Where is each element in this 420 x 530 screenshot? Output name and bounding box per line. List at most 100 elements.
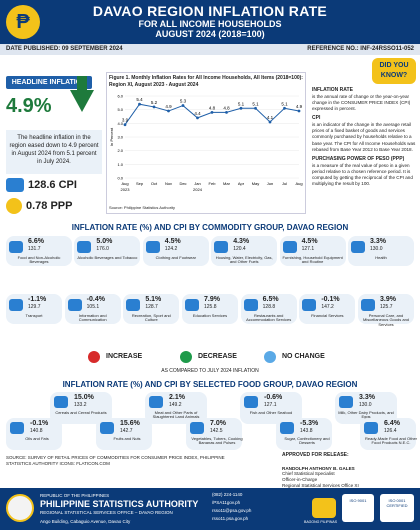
x-tick-label: Sep (136, 181, 144, 186)
approver-position: Chief Statistical Specialist (282, 471, 335, 477)
food-icon (54, 396, 68, 408)
headline-text: The headline inflation in the region eas… (6, 130, 102, 174)
food-cpi: 140.8 (30, 428, 43, 434)
page-title: DAVAO REGION INFLATION RATE (92, 3, 328, 19)
iso-badge-1: ISO 9001 (342, 494, 374, 522)
commodity-icon (214, 241, 229, 253)
food-icon (280, 422, 294, 434)
commodity-rate: -0.1% (321, 296, 340, 303)
commodity-icon (9, 241, 23, 253)
food-rate: 7.0% (210, 420, 226, 427)
x-tick-label: Apr (238, 181, 245, 186)
commodity-icon (77, 241, 92, 253)
food-label: Fruits and Nuts (113, 436, 141, 441)
commodity-label: Financial Services (311, 313, 344, 318)
commodity-card: 3.3% 130.0 Health (348, 236, 414, 266)
footer-psa: PHILIPPINE STATISTICS AUTHORITY (40, 499, 199, 509)
peso-logo-icon: ₱ (6, 5, 40, 39)
commodity-label: Transport (25, 313, 43, 318)
food-rate: -0.1% (30, 420, 49, 427)
contact-phone[interactable]: (082) 224-1140 (212, 492, 243, 497)
commodity-cpi: 147.2 (321, 304, 334, 310)
commodity-cpi: 127.1 (301, 246, 315, 252)
x-tick-label: Aug (121, 181, 128, 186)
commodity-icon (67, 299, 82, 311)
food-rate: 15.0% (74, 394, 94, 401)
footer-republic: REPUBLIC OF THE PHILIPPINES (40, 493, 110, 498)
food-title: INFLATION RATE (%) AND CPI BY SELECTED F… (62, 380, 358, 389)
food-card: -5.3% 143.8 Sugar, Confectionery and Desse… (276, 418, 332, 450)
commodity-rate: 6.6% (28, 238, 44, 245)
commodity-icon (302, 299, 317, 311)
food-cpi: 127.1 (264, 402, 277, 408)
cpi-value: 128.6 CPI (6, 178, 77, 192)
commodity-card: 7.9% 125.8 Education Services (182, 294, 238, 324)
psa-seal-icon (6, 494, 34, 522)
data-point (225, 111, 228, 114)
commodity-cpi: 129.7 (28, 304, 41, 310)
food-card: -0.1% 140.8 Oils and Fats (6, 418, 62, 450)
food-label: Meat and Other Parts of Slaughtered Land… (152, 410, 200, 420)
cpi-icon (6, 178, 24, 192)
y-tick-label: 1.0 (117, 162, 123, 167)
food-label: Milk, Other Dairy Products, and Eggs (338, 410, 394, 420)
data-point (254, 106, 257, 110)
commodity-label: Recreation, Sport and Culture (131, 313, 171, 323)
data-point (210, 111, 214, 114)
chart-title: Figure 1. Monthly Inflation Rates for Al… (109, 75, 303, 88)
commodity-icon (185, 299, 199, 311)
commodity-icon (361, 299, 375, 311)
commodity-rate: 4.3% (233, 238, 250, 245)
decrease-dot (180, 351, 192, 363)
contact-website[interactable]: rsso11.psa.gov.ph (212, 516, 249, 521)
ppp-text: 0.78 PPP (26, 199, 73, 212)
y-tick-label: 0.0 (117, 176, 123, 181)
cpi-text: 128.6 CPI (28, 178, 77, 191)
def-ppp-body: is a measure of the real value of peso i… (312, 162, 413, 187)
x-tick-label: Jun (267, 181, 273, 186)
data-label: 5.2 (151, 100, 158, 105)
contact-email[interactable]: rsso11@psa.gov.ph (212, 508, 252, 513)
commodity-cpi: 130.0 (370, 246, 383, 252)
commodity-label: Personal Care, and Miscellaneous Goods a… (362, 313, 410, 327)
food-cpi: 133.2 (74, 402, 87, 408)
commodity-label: Furnishing, Household Equipment and Rout… (282, 255, 343, 265)
commodity-label: Education Services (192, 313, 228, 318)
x-tick-label: Jul (282, 181, 287, 186)
legend-increase: INCREASE (106, 353, 143, 360)
food-rate: -0.6% (264, 394, 283, 401)
contact-facebook[interactable]: /PSA11gov.ph (212, 500, 241, 505)
y-tick-label: 6.0 (117, 94, 123, 99)
commodity-rate: 7.9% (204, 296, 220, 303)
data-point (181, 104, 185, 107)
data-label: 3.9 (122, 118, 129, 123)
food-icon (100, 422, 114, 434)
food-label: Sugar, Confectionery and Desserts (284, 436, 330, 446)
bagong-pilipinas-label: BAGONG PILIPINAS (304, 520, 338, 524)
food-card: 15.0% 133.2 Cereals and Cereal Products (50, 392, 112, 424)
commodity-icon (243, 299, 258, 311)
date-published: DATE PUBLISHED: 09 SEPTEMBER 2024 (6, 46, 123, 52)
data-label: 5.4 (136, 97, 143, 102)
approval-block: APPROVED FOR RELEASE: RANDOLPH ANTHONY B… (282, 452, 416, 489)
food-cpi: 126.4 (384, 428, 397, 434)
commodity-icon (351, 241, 365, 253)
food-label: Oils and Fats (25, 436, 49, 441)
data-point (268, 120, 272, 124)
approver-office: Regional Statistical Services Office XI (282, 483, 359, 489)
x-tick-label: Feb (209, 181, 217, 186)
data-point (196, 116, 199, 120)
commodity-title: INFLATION RATE (%) AND CPI BY COMMODITY … (71, 223, 349, 232)
commodity-rate: -0.4% (86, 296, 105, 303)
commodity-card: 6.6% 131.7 Food and Non-Alcoholic Beverage… (6, 236, 72, 266)
y-tick-label: 5.0 (117, 107, 123, 112)
definitions-panel: INFLATION RATE is the annual rate of cha… (312, 84, 416, 214)
commodity-cpi: 125.8 (204, 304, 217, 310)
bagong-pilipinas-logo-icon (312, 498, 336, 518)
food-rate: 2.1% (169, 394, 185, 401)
headline-badge: HEADLINE INFLATION (6, 76, 92, 89)
commodity-rate: 3.9% (380, 296, 396, 303)
food-rate: 6.4% (384, 420, 400, 427)
food-icon (364, 422, 378, 434)
food-icon (339, 396, 353, 408)
